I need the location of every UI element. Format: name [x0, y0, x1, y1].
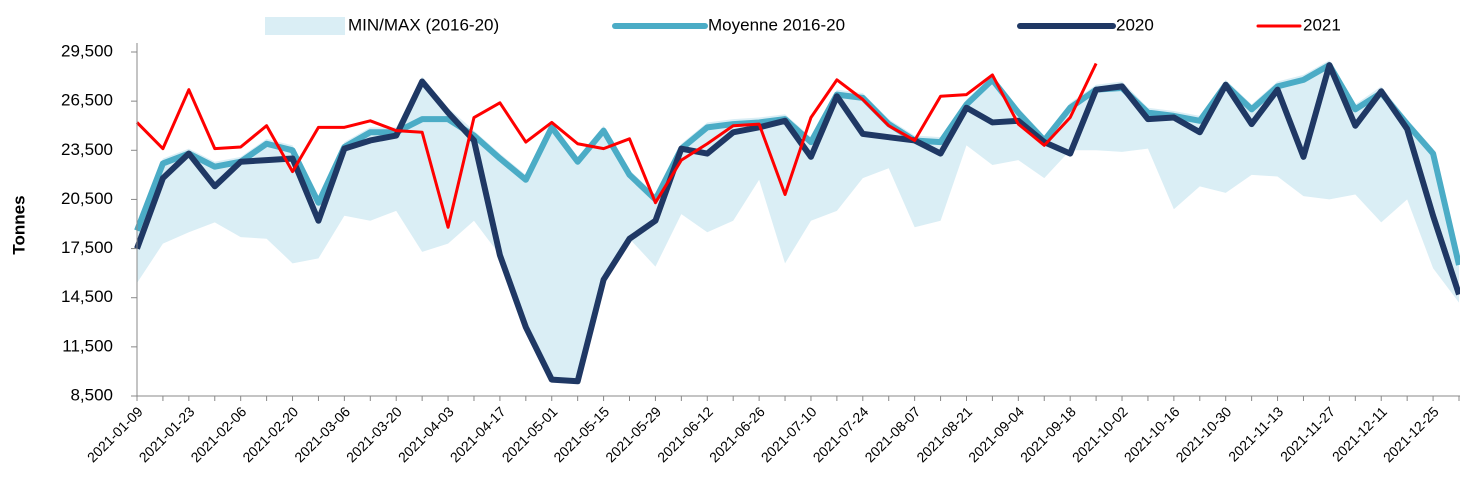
y-tick-label: 23,500 — [61, 140, 113, 159]
legend-label: 2020 — [1116, 15, 1154, 34]
y-tick-label: 26,500 — [61, 91, 113, 110]
x-tick-label: 2021-10-30 — [1172, 403, 1234, 465]
y-tick-label: 17,500 — [61, 238, 113, 257]
x-tick-label: 2021-12-25 — [1380, 403, 1442, 465]
series-line — [134, 62, 1460, 266]
y-tick-label: 29,500 — [61, 41, 113, 60]
legend-label: 2021 — [1303, 15, 1341, 34]
series-line — [135, 62, 1098, 229]
series-line — [134, 62, 1460, 385]
y-tick-label: 8,500 — [70, 385, 113, 404]
x-tick-label: 2021-11-27 — [1277, 403, 1338, 464]
legend-label: MIN/MAX (2016-20) — [348, 15, 499, 34]
x-tick-label: 2021-11-13 — [1225, 403, 1286, 464]
y-tick-label: 14,500 — [61, 287, 113, 306]
y-tick-label: 11,500 — [62, 336, 113, 355]
legend-swatch — [265, 17, 345, 35]
y-tick-label: 20,500 — [61, 189, 113, 208]
y-axis-title: Tonnes — [9, 195, 28, 254]
legend-label: Moyenne 2016-20 — [708, 15, 845, 34]
